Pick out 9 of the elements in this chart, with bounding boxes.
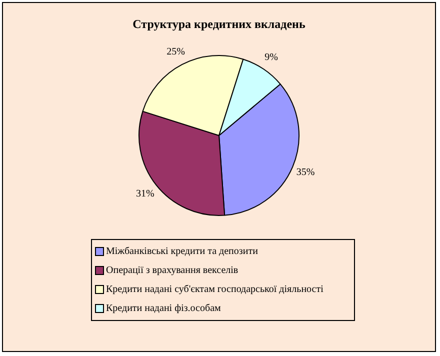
- data-label: 25%: [166, 46, 185, 58]
- legend-label: Міжбанківські кредити та депозити: [106, 246, 258, 257]
- legend-label: Кредити надані фіз.особам: [106, 303, 221, 314]
- chart-title: Структура кредитних вкладень: [132, 17, 306, 32]
- data-label: 35%: [296, 166, 315, 178]
- legend-label: Операції з врахування векселів: [106, 265, 238, 276]
- legend-label: Кредити надані суб'єктам господарської діяльності: [106, 284, 324, 295]
- data-label: 31%: [136, 188, 154, 200]
- data-label: 9%: [264, 52, 278, 64]
